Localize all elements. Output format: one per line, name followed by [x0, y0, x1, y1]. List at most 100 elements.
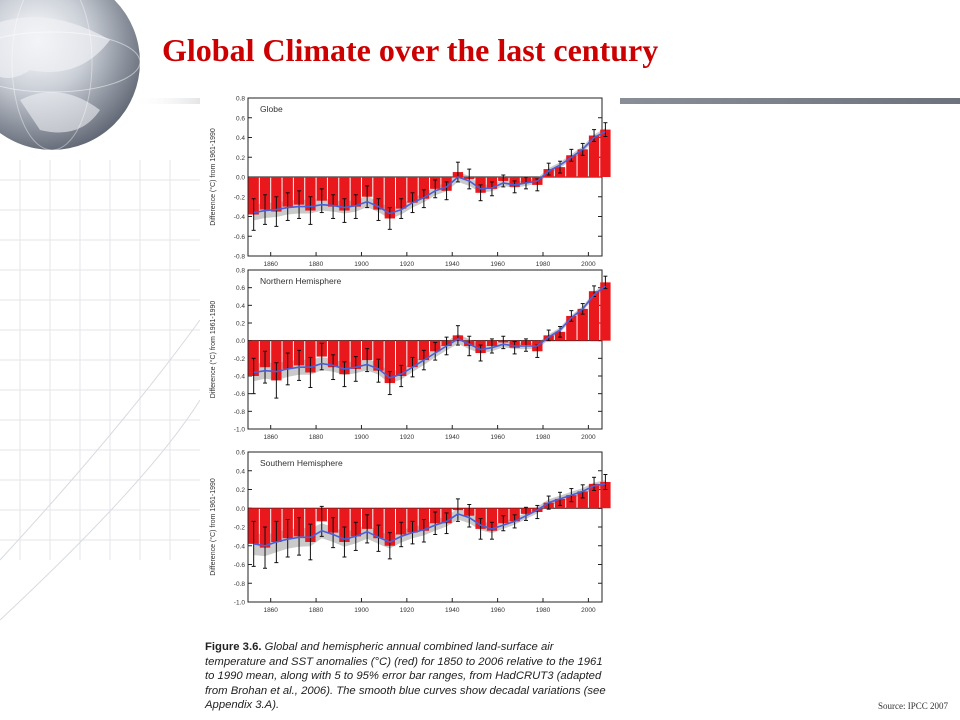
anomaly-bar: [305, 177, 316, 211]
y-tick-label: 0.2: [236, 321, 245, 328]
anomaly-bar: [577, 149, 588, 177]
y-tick-label: 0.4: [236, 303, 245, 310]
panel-title: Southern Hemisphere: [260, 458, 343, 468]
x-tick-label: 1880: [309, 261, 324, 268]
anomaly-bar: [566, 315, 577, 341]
chart-panel-3: -1.0 -0.8 -0.6 -0.4 -0.2 0.0 0.2 0.4 0.6 1860 1880…: [209, 450, 611, 614]
temperature-anomaly-charts: -0.8 -0.6 -0.4 -0.2 0.0 0.2 0.4 0.6 0.8 1860 1880 1…: [209, 96, 611, 614]
y-tick-label: -0.6: [234, 562, 246, 569]
anomaly-bar: [248, 177, 259, 215]
decadal-smooth-curve: [253, 483, 606, 547]
y-tick-label: 0.4: [236, 135, 245, 142]
x-tick-label: 1920: [400, 434, 415, 441]
y-axis-label: Difference (°C) from 1961-1990: [209, 301, 217, 399]
x-tick-label: 1860: [263, 434, 278, 441]
x-tick-label: 1900: [354, 434, 369, 441]
y-tick-label: 0.6: [236, 115, 245, 122]
x-tick-label: 1900: [354, 261, 369, 268]
x-tick-label: 1880: [309, 434, 324, 441]
anomaly-bar: [566, 155, 577, 177]
anomaly-bar: [396, 340, 407, 376]
x-tick-label: 1860: [263, 607, 278, 614]
x-tick-label: 1920: [400, 607, 415, 614]
x-tick-label: 1980: [536, 434, 551, 441]
y-tick-label: -0.8: [234, 254, 246, 261]
y-tick-label: -0.4: [234, 543, 246, 550]
anomaly-bar: [588, 483, 600, 509]
y-tick-label: -0.4: [234, 374, 246, 381]
x-tick-label: 1960: [490, 434, 505, 441]
anomaly-bar: [271, 340, 282, 381]
x-tick-label: 2000: [581, 607, 596, 614]
x-tick-label: 1880: [309, 607, 324, 614]
figure-panel: -0.8 -0.6 -0.4 -0.2 0.0 0.2 0.4 0.6 0.8 1860 1880 1…: [200, 84, 620, 715]
y-axis-label: Difference (°C) from 1961-1990: [209, 478, 217, 576]
grid-decoration: [0, 160, 201, 621]
source-note: Source: IPCC 2007: [877, 701, 948, 711]
anomaly-bar: [271, 177, 282, 212]
y-tick-label: 0.6: [236, 285, 245, 292]
panel-title: Globe: [260, 104, 283, 114]
x-tick-label: 1920: [400, 261, 415, 268]
anomaly-bar: [577, 491, 588, 509]
y-axis-label: Difference (°C) from 1961-1990: [209, 128, 217, 226]
panel-title: Northern Hemisphere: [260, 276, 342, 286]
y-tick-label: -0.8: [234, 409, 246, 416]
anomaly-bar: [282, 177, 293, 207]
anomaly-bar: [396, 177, 407, 209]
anomaly-bar: [600, 282, 611, 341]
x-tick-label: 1860: [263, 261, 278, 268]
anomaly-bar: [350, 177, 361, 207]
y-tick-label: 0.6: [236, 450, 245, 457]
anomaly-bar: [418, 177, 430, 199]
y-tick-label: 0.4: [236, 468, 245, 475]
anomaly-bar: [600, 482, 611, 509]
y-tick-label: -1.0: [234, 600, 246, 607]
anomaly-bar: [373, 177, 384, 210]
y-tick-label: -0.2: [234, 525, 246, 532]
anomaly-bar: [577, 308, 588, 341]
anomaly-bar: [327, 340, 339, 368]
x-tick-label: 1960: [490, 261, 505, 268]
anomaly-bar: [327, 177, 339, 207]
decadal-smooth-curve: [253, 285, 606, 379]
globe-logo: [0, 0, 141, 151]
anomaly-bar: [396, 508, 407, 535]
x-tick-label: 1940: [445, 434, 460, 441]
x-tick-label: 2000: [581, 434, 596, 441]
x-tick-label: 1940: [445, 261, 460, 268]
anomaly-bar: [339, 177, 350, 211]
uncertainty-band: [253, 282, 606, 384]
x-tick-label: 1980: [536, 607, 551, 614]
x-tick-label: 1960: [490, 607, 505, 614]
caption-text: Global and hemispheric annual combined l…: [205, 641, 606, 712]
y-tick-label: -0.2: [234, 194, 246, 201]
anomaly-bar: [259, 177, 271, 210]
anomaly-bar: [339, 340, 350, 375]
anomaly-bar: [373, 340, 384, 371]
y-tick-label: 0.8: [236, 268, 245, 275]
anomaly-bar: [486, 508, 498, 531]
decadal-smooth-curve: [253, 130, 606, 215]
y-tick-label: 0.0: [236, 338, 245, 345]
y-tick-label: -0.6: [234, 391, 246, 398]
slide-title: Global Climate over the last century: [162, 32, 659, 68]
anomaly-bar: [373, 508, 384, 539]
anomaly-bar: [384, 508, 395, 546]
anomaly-bar: [588, 135, 600, 177]
y-tick-label: 0.2: [236, 155, 245, 162]
anomaly-bar: [407, 177, 418, 203]
x-tick-label: 1900: [354, 607, 369, 614]
y-tick-label: -0.2: [234, 356, 246, 363]
anomaly-bar: [600, 129, 611, 177]
anomaly-bar: [407, 508, 418, 533]
x-tick-label: 1980: [536, 261, 551, 268]
anomaly-bar: [339, 508, 350, 542]
anomaly-bar: [305, 340, 316, 373]
chart-panel-2: -1.0 -0.8 -0.6 -0.4 -0.2 0.0 0.2 0.4 0.6 0.8 1860 1…: [209, 268, 611, 441]
anomaly-bar: [384, 177, 395, 219]
anomaly-bar: [350, 340, 361, 369]
y-tick-label: 0.0: [236, 506, 245, 513]
anomaly-bar: [384, 340, 395, 384]
y-tick-label: -0.8: [234, 581, 246, 588]
